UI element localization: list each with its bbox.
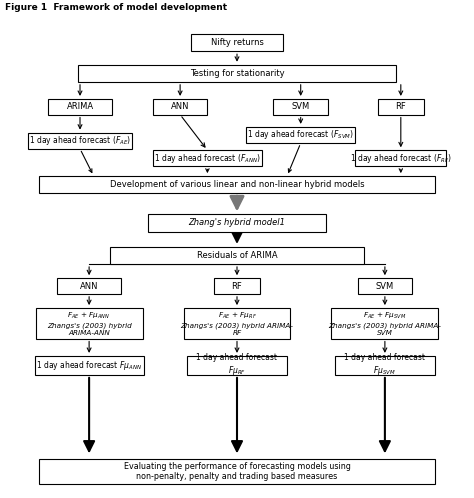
Text: ARIMA: ARIMA <box>66 102 93 111</box>
FancyBboxPatch shape <box>48 99 112 115</box>
Text: 1 day ahead forecast
$F\mu_{RF}$: 1 day ahead forecast $F\mu_{RF}$ <box>197 354 277 377</box>
FancyBboxPatch shape <box>57 278 121 294</box>
Text: $F_{AE}$ + $F\mu_{ANN}$
Zhangs's (2003) hybrid
ARIMA-ANN: $F_{AE}$ + $F\mu_{ANN}$ Zhangs's (2003) … <box>47 311 131 336</box>
Text: 1 day ahead forecast
$F\mu_{SVM}$: 1 day ahead forecast $F\mu_{SVM}$ <box>345 354 425 377</box>
FancyBboxPatch shape <box>378 99 424 115</box>
FancyBboxPatch shape <box>27 132 132 149</box>
FancyBboxPatch shape <box>357 278 412 294</box>
Text: ANN: ANN <box>171 102 190 111</box>
FancyBboxPatch shape <box>36 308 143 339</box>
Text: Evaluating the performance of forecasting models using
non-penalty, penalty and : Evaluating the performance of forecastin… <box>124 462 350 481</box>
FancyBboxPatch shape <box>246 127 356 143</box>
Text: $F_{AE}$ + $F\mu_{SVM}$
Zhangs's (2003) hybrid ARIMA-
SVM: $F_{AE}$ + $F\mu_{SVM}$ Zhangs's (2003) … <box>328 311 441 336</box>
FancyBboxPatch shape <box>214 278 260 294</box>
FancyBboxPatch shape <box>39 459 435 485</box>
Text: RF: RF <box>232 281 242 290</box>
FancyBboxPatch shape <box>148 214 326 232</box>
Text: Development of various linear and non-linear hybrid models: Development of various linear and non-li… <box>109 180 365 189</box>
Text: Zhang's hybrid model1: Zhang's hybrid model1 <box>189 219 285 228</box>
Text: Figure 1  Framework of model development: Figure 1 Framework of model development <box>5 3 227 12</box>
FancyBboxPatch shape <box>187 356 287 375</box>
Text: SVM: SVM <box>292 102 310 111</box>
FancyBboxPatch shape <box>273 99 328 115</box>
Text: ANN: ANN <box>80 281 99 290</box>
FancyBboxPatch shape <box>153 99 208 115</box>
FancyBboxPatch shape <box>78 65 396 82</box>
FancyBboxPatch shape <box>331 308 438 339</box>
Text: RF: RF <box>395 102 406 111</box>
FancyBboxPatch shape <box>153 150 262 166</box>
FancyBboxPatch shape <box>109 247 365 264</box>
Text: 1 day ahead forecast ($F_{AE}$): 1 day ahead forecast ($F_{AE}$) <box>29 134 131 147</box>
Text: 1 day ahead forecast ($F_{ANN}$): 1 day ahead forecast ($F_{ANN}$) <box>154 152 261 165</box>
Text: $F_{AE}$ + $F\mu_{RF}$
Zhangs's (2003) hybrid ARIMA-
RF: $F_{AE}$ + $F\mu_{RF}$ Zhangs's (2003) h… <box>181 311 293 336</box>
FancyBboxPatch shape <box>183 308 291 339</box>
Text: 1 day ahead forecast $F\mu_{ANN}$: 1 day ahead forecast $F\mu_{ANN}$ <box>36 359 142 372</box>
FancyBboxPatch shape <box>39 176 435 193</box>
Text: Nifty returns: Nifty returns <box>210 38 264 47</box>
Text: 1 day ahead forecast ($F_{SVM}$): 1 day ahead forecast ($F_{SVM}$) <box>247 128 354 141</box>
FancyBboxPatch shape <box>35 356 144 375</box>
FancyBboxPatch shape <box>335 356 435 375</box>
FancyBboxPatch shape <box>356 150 447 166</box>
Text: 1 day ahead forecast ($F_{RF}$): 1 day ahead forecast ($F_{RF}$) <box>350 152 452 165</box>
Text: SVM: SVM <box>376 281 394 290</box>
FancyBboxPatch shape <box>191 34 283 51</box>
Text: Residuals of ARIMA: Residuals of ARIMA <box>197 251 277 260</box>
Text: Testing for stationarity: Testing for stationarity <box>190 69 284 78</box>
